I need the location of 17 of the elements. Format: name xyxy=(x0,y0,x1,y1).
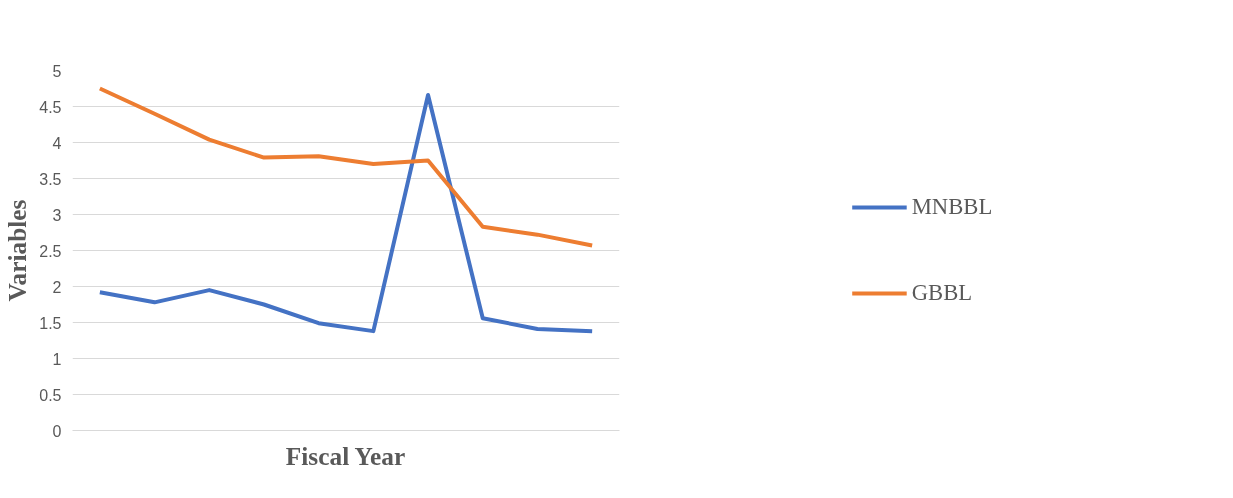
y-tick-label: 2 xyxy=(52,278,62,296)
y-tick-label: 4 xyxy=(52,134,62,152)
y-tick-label: 0.5 xyxy=(39,386,62,404)
legend-label: MNBBL xyxy=(911,194,993,220)
legend-label: GBBL xyxy=(911,280,973,306)
y-tick-label: 0 xyxy=(52,422,62,440)
y-tick-label: 1.5 xyxy=(39,314,62,332)
line-series xyxy=(97,86,595,248)
y-tick-label: 2.5 xyxy=(39,242,62,260)
y-axis-title: Variables xyxy=(3,199,32,302)
y-tick-label: 1 xyxy=(52,350,62,368)
line-series xyxy=(97,92,595,334)
y-tick-label: 3.5 xyxy=(39,170,62,188)
y-tick-label: 5 xyxy=(52,62,62,80)
y-tick-label: 3 xyxy=(52,206,62,224)
x-axis-title: Fiscal Year xyxy=(285,441,406,470)
y-tick-label: 4.5 xyxy=(39,98,62,116)
